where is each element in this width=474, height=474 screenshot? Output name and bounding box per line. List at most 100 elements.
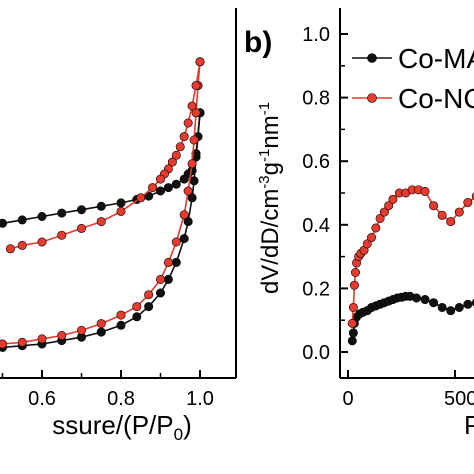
panel-b-y-axis-label: dV/dD/cm-3g-1nm-1	[256, 102, 284, 294]
panel-a-data-point	[96, 327, 106, 337]
panel-a-data-point	[179, 210, 189, 220]
panel-a-data-point	[17, 240, 27, 250]
panel-b-data-point	[437, 210, 447, 220]
panel-a-data-point	[175, 142, 185, 152]
panel-a-data-point	[116, 310, 126, 320]
panel-b-y-ticks: 0.0 0.2 0.4 0.6 0.8 1.0	[302, 24, 348, 364]
panel-b-data-point	[388, 194, 398, 204]
panel-b-data-point	[420, 295, 430, 305]
panel-a-data-point	[183, 217, 193, 227]
panel-b-data-point	[429, 201, 439, 211]
panel-a-data-point	[183, 118, 193, 128]
legend-marker	[367, 93, 377, 103]
panel-a-data-point	[163, 274, 173, 284]
panel-a-data-point	[179, 174, 189, 184]
panel-a-data-point	[163, 257, 173, 267]
panel-b-data-point	[454, 302, 464, 312]
panel-a-data-point	[57, 230, 67, 240]
panel-b-data-point	[347, 318, 357, 328]
panel-a-data-point	[96, 319, 106, 329]
panel-a-data-point	[167, 157, 177, 167]
panel-a-data-point	[0, 218, 7, 228]
panel-a-data-point	[96, 217, 106, 227]
panel-b-x-tick-label: 0	[342, 388, 353, 410]
panel-a-data-point	[171, 150, 181, 160]
panel-b-y-tick-label: 0.4	[302, 215, 330, 237]
panel-a-data-point	[132, 312, 142, 322]
panel-b-ylabel-part-4: nm	[257, 115, 284, 148]
panel-b-data-point	[463, 198, 473, 208]
panel-b-ylabel-part-2: g	[257, 162, 284, 175]
panel-a-data-point	[171, 179, 181, 189]
panel-a-x-axis-label-sub: 0	[174, 425, 183, 444]
panel-b-data-point	[375, 213, 385, 223]
panel-b-data-point	[371, 223, 381, 233]
panel-b-data-point	[437, 302, 447, 312]
panel-b-ylabel-part-1: -3	[256, 175, 273, 188]
panel-b-data-point	[454, 207, 464, 217]
panel-a-x-axis-label-close: )	[183, 410, 192, 440]
panel-a-x-axis-label-main: ssure/(P/P	[52, 410, 173, 440]
panel-b: b) 0.00.20.40.60.81.0 0 500 dV/dD/cm-3g-1…	[244, 8, 474, 440]
panel-b-data-point	[379, 207, 389, 217]
panel-a-data-point	[57, 330, 67, 340]
panel-a-data-point	[132, 302, 142, 312]
panel-a-data-point	[156, 274, 166, 284]
panel-b-ylabel-part-0: dV/dD/cm	[257, 189, 284, 294]
panel-b-data-point	[463, 299, 473, 309]
panel-a-data-point	[144, 302, 154, 312]
legend-label: Co-MA	[398, 43, 474, 74]
panel-a-data-point	[163, 183, 173, 193]
panel-a-data-point	[77, 205, 87, 215]
panel-a-x-axis-label: ssure/(P/P0)	[52, 410, 192, 444]
panel-b-data-point	[348, 328, 358, 338]
panel-b-y-tick-label: 0.2	[302, 278, 330, 300]
panel-a-data-point	[136, 193, 146, 203]
panel-a-data-point	[171, 257, 181, 267]
panel-a-data-point	[116, 198, 126, 208]
panel-a-data-point	[189, 135, 199, 145]
panel-a-data-point	[195, 57, 205, 67]
panel-a-data-point	[96, 201, 106, 211]
panel-a-data-point	[156, 186, 166, 196]
panel-a-data-point	[77, 223, 87, 233]
panel-b-data-point	[347, 336, 357, 346]
panel-b-data-point	[384, 201, 394, 211]
panel-a-data-point	[183, 186, 193, 196]
panel-a-data-point	[191, 81, 201, 91]
panel-a-data-point	[148, 183, 158, 193]
panel-b-x-tick-label: 500	[444, 388, 474, 410]
legend-label: Co-NC	[398, 83, 474, 114]
panel-a-data-point	[187, 101, 197, 111]
panel-b-data-point	[420, 186, 430, 196]
panel-a-data-point	[5, 244, 15, 254]
panel-b-y-tick-label: 0.0	[302, 342, 330, 364]
panel-b-data-point	[362, 239, 372, 249]
panel-b-x-axis-label: P	[464, 410, 474, 440]
panel-a-data-point	[156, 288, 166, 298]
panel-b-plot-area	[347, 185, 474, 346]
panel-a-data-point	[57, 208, 67, 218]
panel-a-x-ticks: 0.6 0.8 1.0	[1, 370, 214, 410]
panel-a-data-point	[17, 215, 27, 225]
panel-a-data-point	[187, 159, 197, 169]
panel-b-data-point	[348, 302, 358, 312]
panel-a-data-point	[17, 337, 27, 347]
panel-a-data-point	[116, 206, 126, 216]
legend-marker	[367, 53, 377, 63]
panel-a-x-tick-label: 1.0	[186, 388, 214, 410]
panel-b-legend: Co-MA Co-NC	[352, 43, 474, 114]
panel-a-data-point	[37, 237, 47, 247]
panel-a-data-point	[187, 193, 197, 203]
panel-a-data-point	[37, 212, 47, 222]
panel-a-data-point	[191, 108, 201, 118]
panel-a-data-point	[179, 234, 189, 244]
panel-a-data-point	[156, 174, 166, 184]
panel-a-x-tick-label: 0.6	[28, 388, 56, 410]
panel-a-data-point	[0, 339, 7, 349]
panel-b-y-tick-label: 0.8	[302, 88, 330, 110]
panel-a-data-point	[77, 325, 87, 335]
panel-b-data-point	[446, 306, 456, 316]
panel-b-x-ticks: 0 500	[342, 370, 474, 410]
